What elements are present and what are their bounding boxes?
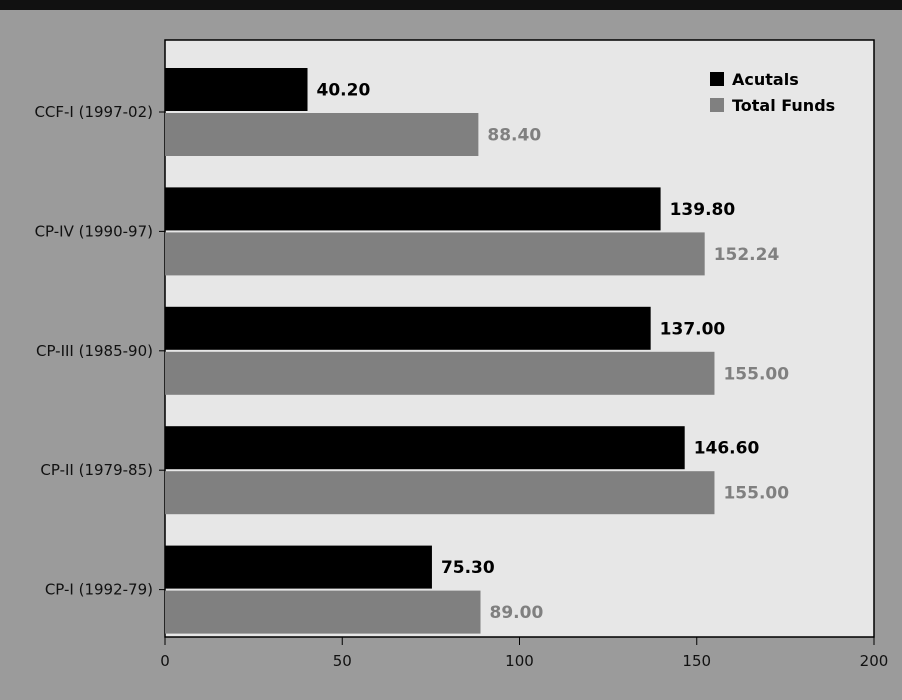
total-funds-bar: [165, 232, 705, 276]
total-funds-bar: [165, 113, 479, 156]
category-label: CP-IV (1990-97): [35, 222, 153, 240]
actuals-value-label: 139.80: [670, 200, 736, 220]
total-funds-value-label: 155.00: [723, 364, 789, 384]
total-funds-bar: [165, 471, 715, 515]
total-funds-bar: [165, 351, 715, 395]
x-tick-label: 200: [860, 652, 889, 670]
total-funds-value-label: 88.40: [487, 126, 541, 146]
x-tick-label: 150: [682, 652, 711, 670]
legend-swatch-total-funds: [710, 98, 724, 112]
actuals-bar: [165, 306, 651, 350]
top-band: [0, 0, 902, 10]
actuals-value-label: 137.00: [660, 319, 726, 339]
legend-swatch-actuals: [710, 72, 724, 86]
actuals-value-label: 146.60: [694, 439, 760, 459]
x-tick-label: 50: [333, 652, 352, 670]
x-tick-label: 100: [505, 652, 534, 670]
legend-label-total-funds: Total Funds: [732, 96, 835, 115]
category-label: CP-III (1985-90): [36, 342, 153, 360]
category-label: CCF-I (1997-02): [34, 103, 153, 121]
actuals-bar: [165, 68, 308, 111]
total-funds-value-label: 152.24: [714, 245, 780, 265]
total-funds-bar: [165, 590, 481, 634]
actuals-value-label: 75.30: [441, 558, 495, 578]
actuals-value-label: 40.20: [317, 81, 371, 101]
actuals-bar: [165, 426, 685, 470]
actuals-bar: [165, 187, 661, 231]
category-label: CP-II (1979-85): [40, 461, 153, 479]
total-funds-value-label: 155.00: [723, 484, 789, 504]
total-funds-value-label: 89.00: [490, 603, 544, 623]
category-label: CP-I (1992-79): [45, 581, 153, 599]
x-tick-label: 0: [160, 652, 170, 670]
legend-label-actuals: Acutals: [732, 70, 799, 89]
actuals-bar: [165, 545, 432, 589]
